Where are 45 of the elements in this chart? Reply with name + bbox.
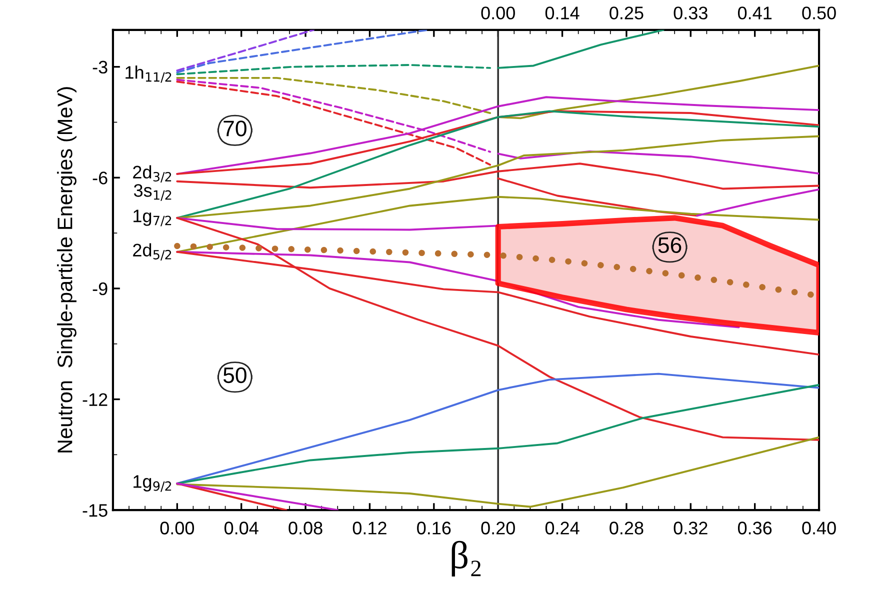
x-tick-label: 0.32 <box>674 522 708 534</box>
x-tick-label: 0.36 <box>738 522 772 534</box>
x-tick-label: 0.40 <box>802 522 836 534</box>
line-series <box>497 30 664 69</box>
y-axis-title: Neutron Single-particle Energies (MeV) <box>57 87 76 452</box>
x-tick-label: 0.12 <box>352 522 386 534</box>
text: 0.41 <box>738 6 772 20</box>
line-series <box>176 76 492 114</box>
y-tick-label: -12 <box>82 393 108 406</box>
x-tick-label: 0.04 <box>224 522 258 534</box>
x-tick-label: 0.16 <box>417 522 451 534</box>
line-series <box>176 64 492 76</box>
line-series <box>176 436 820 508</box>
annotation: 3s$_{1/2}$ <box>134 184 172 201</box>
x-tick-label: 0.20 <box>481 522 515 534</box>
annotation: 56 <box>658 237 682 254</box>
text: 0.25 <box>610 6 644 20</box>
y-tick-label: -15 <box>82 504 108 517</box>
annotation: 1g$_{9/2}$ <box>134 475 172 492</box>
annotation: 2d$_{5/2}$ <box>133 243 172 260</box>
text: 0.14 <box>545 6 580 20</box>
annotation: 50 <box>223 367 246 384</box>
x-tick-label: 0.28 <box>610 522 644 534</box>
y-tick-label: -6 <box>92 172 108 184</box>
y-tick-label: -3 <box>92 60 108 74</box>
x-tick-label: 0.00 <box>160 522 194 534</box>
x-tick-label: 0.08 <box>288 522 322 534</box>
annotation: 70 <box>224 120 246 136</box>
line-series <box>176 135 820 219</box>
annotation: 1h$_{11/2}$ <box>126 66 172 83</box>
x-tick-label: 0.24 <box>545 522 580 534</box>
annotation: 2d$_{3/2}$ <box>133 165 172 183</box>
line-series <box>176 196 820 253</box>
text: 0.50 <box>802 6 836 20</box>
y-tick-label: -9 <box>92 282 108 296</box>
line-series <box>176 30 428 74</box>
annotation: 1g$_{7/2}$ <box>134 210 172 226</box>
line-series <box>176 216 820 441</box>
x-axis-title: β₂ <box>452 540 481 576</box>
text: 0.00 <box>481 6 515 20</box>
text: 0.33 <box>674 6 708 20</box>
line-series <box>497 177 698 217</box>
line-series <box>176 162 820 190</box>
line-series <box>497 150 820 175</box>
line-series <box>176 110 820 219</box>
